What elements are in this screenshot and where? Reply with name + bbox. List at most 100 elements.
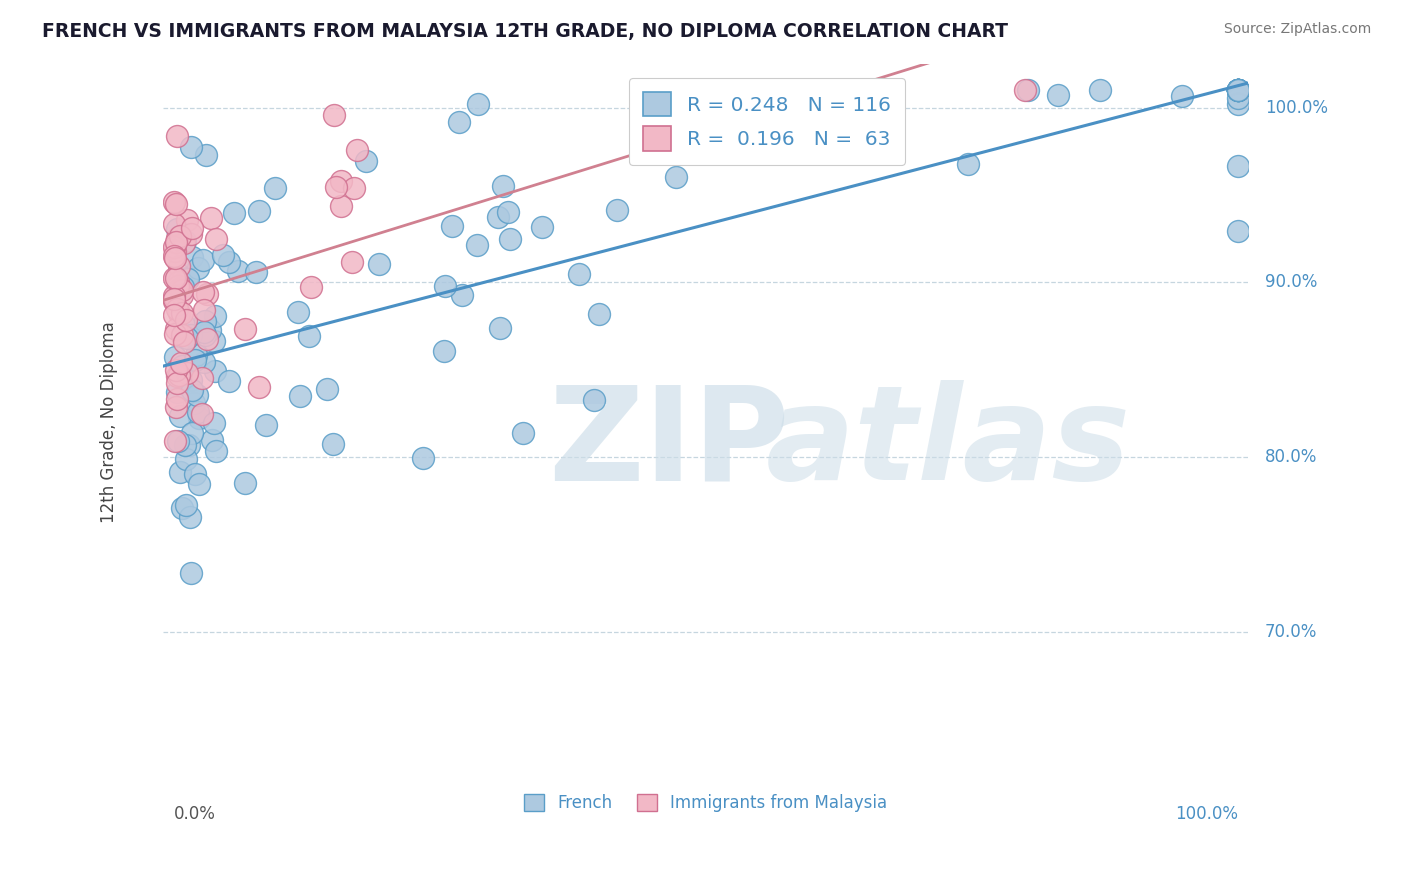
Point — [1226, 83, 1249, 97]
Point — [325, 180, 347, 194]
Point — [163, 270, 186, 285]
Point — [166, 129, 188, 144]
Point — [254, 417, 277, 432]
Point — [176, 271, 198, 285]
Point — [1226, 83, 1249, 97]
Point — [169, 229, 191, 244]
Point — [165, 401, 187, 415]
Point — [180, 383, 202, 397]
Point — [1226, 91, 1249, 105]
Point — [169, 465, 191, 479]
Point — [202, 416, 225, 430]
Point — [1017, 83, 1039, 97]
Point — [194, 148, 217, 162]
Point — [162, 240, 184, 254]
Point — [441, 219, 464, 233]
Point — [194, 327, 217, 342]
Point — [187, 405, 209, 419]
Point — [200, 323, 222, 337]
Point — [193, 302, 215, 317]
Point — [354, 154, 377, 169]
Point — [1226, 83, 1249, 97]
Point — [583, 392, 606, 407]
Point — [172, 283, 194, 297]
Point — [264, 180, 287, 194]
Point — [165, 363, 187, 377]
Point — [1226, 83, 1249, 97]
Point — [1226, 83, 1249, 97]
Point — [170, 287, 193, 301]
Point — [1226, 83, 1249, 97]
Point — [163, 251, 186, 265]
Point — [193, 355, 215, 369]
Point — [202, 334, 225, 349]
Point — [1226, 160, 1249, 174]
Point — [173, 234, 195, 248]
Point — [368, 257, 391, 271]
Point — [163, 289, 186, 303]
Point — [1226, 97, 1249, 112]
Point — [170, 356, 193, 370]
Point — [188, 410, 211, 425]
Point — [226, 263, 249, 277]
Point — [170, 359, 193, 374]
Text: 90.0%: 90.0% — [1264, 274, 1317, 292]
Point — [492, 179, 515, 194]
Point — [179, 509, 201, 524]
Point — [195, 332, 218, 346]
Point — [205, 444, 228, 458]
Text: atlas: atlas — [765, 380, 1130, 508]
Point — [330, 199, 353, 213]
Legend: French, Immigrants from Malaysia: French, Immigrants from Malaysia — [517, 788, 894, 819]
Point — [340, 254, 363, 268]
Point — [1226, 83, 1249, 97]
Point — [315, 382, 337, 396]
Point — [1226, 83, 1249, 97]
Point — [183, 396, 205, 410]
Point — [167, 305, 190, 319]
Point — [343, 180, 366, 194]
Point — [163, 249, 186, 263]
Point — [165, 350, 187, 364]
Point — [247, 380, 270, 394]
Point — [245, 265, 267, 279]
Point — [166, 230, 188, 244]
Point — [1226, 83, 1249, 97]
Point — [665, 170, 688, 185]
Point — [165, 197, 187, 211]
Point — [465, 238, 488, 252]
Point — [204, 231, 226, 245]
Point — [180, 250, 202, 264]
Point — [530, 219, 553, 234]
Point — [233, 475, 256, 490]
Point — [1226, 83, 1249, 97]
Point — [512, 425, 534, 440]
Point — [162, 293, 184, 308]
Text: 80.0%: 80.0% — [1264, 448, 1317, 467]
Point — [193, 325, 215, 339]
Point — [191, 407, 214, 421]
Point — [322, 437, 344, 451]
Text: 12th Grade, No Diploma: 12th Grade, No Diploma — [100, 321, 118, 523]
Text: FRENCH VS IMMIGRANTS FROM MALAYSIA 12TH GRADE, NO DIPLOMA CORRELATION CHART: FRENCH VS IMMIGRANTS FROM MALAYSIA 12TH … — [42, 22, 1008, 41]
Point — [166, 392, 188, 406]
Point — [180, 327, 202, 342]
Point — [212, 248, 235, 262]
Point — [288, 389, 311, 403]
Point — [803, 145, 825, 159]
Point — [167, 279, 190, 293]
Point — [204, 309, 226, 323]
Point — [298, 329, 321, 343]
Point — [165, 244, 187, 258]
Point — [163, 308, 186, 322]
Point — [186, 388, 208, 402]
Point — [222, 206, 245, 220]
Point — [173, 334, 195, 349]
Point — [433, 278, 456, 293]
Point — [174, 313, 197, 327]
Point — [181, 221, 204, 235]
Point — [322, 108, 344, 122]
Point — [163, 194, 186, 209]
Point — [1171, 89, 1194, 103]
Point — [489, 321, 512, 335]
